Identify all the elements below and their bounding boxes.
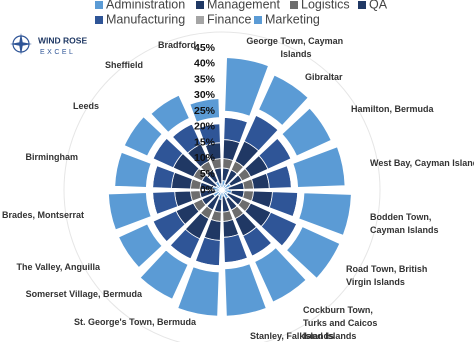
y-tick-label: 20% xyxy=(194,121,216,133)
bar-segment xyxy=(108,192,152,231)
bar-segment xyxy=(150,94,190,133)
bar-segment xyxy=(224,263,267,317)
legend-swatch xyxy=(95,16,103,24)
legend-label: Administration xyxy=(106,0,185,11)
bar-segment xyxy=(268,191,299,218)
legend-label: Marketing xyxy=(265,12,320,26)
legend-label: Management xyxy=(207,0,280,11)
y-tick-label: 10% xyxy=(194,152,216,164)
legend-label: Logistics xyxy=(301,0,350,11)
bar-segment xyxy=(123,116,163,157)
category-label: Bradford xyxy=(158,40,196,50)
bar-segment xyxy=(292,146,346,188)
category-label: Hamilton, Bermuda xyxy=(351,104,435,114)
logo-icon xyxy=(10,33,32,55)
legend-swatch xyxy=(358,1,366,9)
bar-segment xyxy=(254,247,307,303)
y-tick-label: 15% xyxy=(194,136,216,148)
y-tick-label: 45% xyxy=(194,42,216,54)
category-label: Cockburn Town, Turks and Caicos Islands xyxy=(303,305,380,341)
logo: WIND ROSE EXCEL xyxy=(10,33,87,56)
bar-segment xyxy=(177,266,220,317)
bar-segment xyxy=(298,192,352,236)
logo-text: WIND ROSE xyxy=(38,35,87,45)
category-label: Stanley, Falkland Islands xyxy=(250,331,356,341)
category-label: George Town, Cayman Islands xyxy=(246,36,345,59)
bar-segment xyxy=(258,74,309,126)
bar-segment xyxy=(118,223,163,269)
bar-segment xyxy=(194,236,221,267)
bar-segment xyxy=(189,98,220,123)
category-label: West Bay, Cayman Islands xyxy=(370,158,474,168)
category-label: Leeds xyxy=(73,101,99,111)
legend-label: Manufacturing xyxy=(106,12,185,26)
bar-segment xyxy=(281,107,332,157)
category-label: Bodden Town, Cayman Islands xyxy=(370,212,439,235)
category-label: St. George's Town, Bermuda xyxy=(74,317,197,327)
bar-segment xyxy=(265,165,292,189)
y-tick-label: 35% xyxy=(194,73,216,85)
bar-segment xyxy=(152,191,179,215)
outer-ring xyxy=(63,31,381,342)
legend-swatch xyxy=(95,1,103,9)
bar-segment xyxy=(223,117,248,144)
bar-segment xyxy=(114,151,152,188)
category-label: Road Town, British Virgin Islands xyxy=(346,264,430,287)
y-tick-label: 30% xyxy=(194,89,216,101)
category-label: Birmingham xyxy=(25,152,78,162)
category-label: Brades, Montserrat xyxy=(2,210,84,220)
category-label: Gibraltar xyxy=(305,72,343,82)
legend-label: QA xyxy=(369,0,388,11)
bar-segment xyxy=(139,249,189,300)
y-tick-label: 40% xyxy=(194,58,216,70)
y-tick-label: 0% xyxy=(200,184,216,196)
logo-text: EXCEL xyxy=(40,49,75,56)
category-label: The Valley, Anguilla xyxy=(16,262,101,272)
legend-swatch xyxy=(196,16,204,24)
legend-swatch xyxy=(290,1,298,9)
legend-label: Finance xyxy=(207,12,252,26)
legend-swatch xyxy=(254,16,262,24)
y-tick-label: 25% xyxy=(194,105,216,117)
bar-segment xyxy=(286,226,341,279)
bar-segment xyxy=(224,57,269,117)
y-tick-label: 5% xyxy=(200,168,216,180)
legend-swatch xyxy=(196,1,204,9)
category-label: Somerset Village, Bermuda xyxy=(26,289,143,299)
category-label: Sheffield xyxy=(105,60,143,70)
